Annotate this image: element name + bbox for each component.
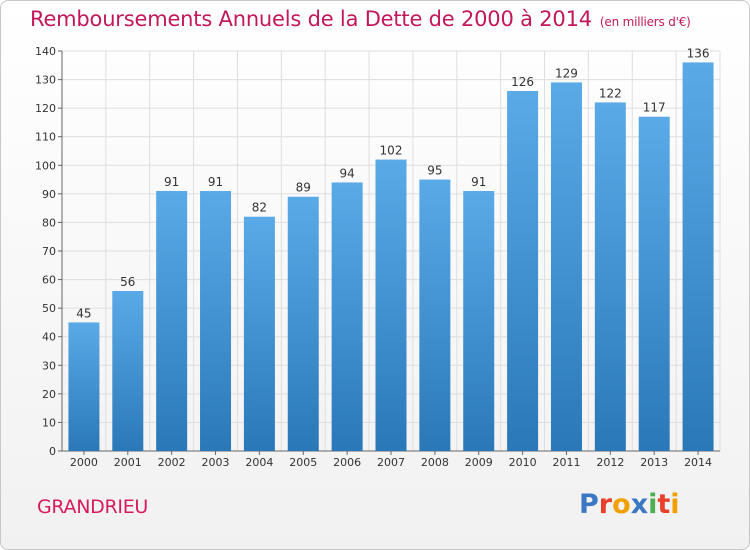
x-tick-label-2005: 2005 <box>289 456 317 469</box>
value-label-2011: 129 <box>555 66 578 80</box>
x-tick-label-2009: 2009 <box>465 456 493 469</box>
logo-letter: i <box>648 489 658 520</box>
bars <box>68 62 714 452</box>
bar-2005 <box>287 196 319 451</box>
chart-title-text: Remboursements Annuels de la Dette de 20… <box>30 7 592 31</box>
x-tick-label-2010: 2010 <box>509 456 537 469</box>
value-label-2007: 102 <box>380 144 403 158</box>
y-tick-label: 20 <box>42 388 56 401</box>
y-tick-label: 120 <box>35 102 56 115</box>
bar-2014 <box>682 62 714 452</box>
x-tick-label-2001: 2001 <box>114 456 142 469</box>
logo-letter: i <box>670 489 680 520</box>
bar-2001 <box>112 291 144 451</box>
bar-2002 <box>156 191 188 451</box>
chart-subtitle: (en milliers d'€) <box>599 15 691 29</box>
logo-letter: t <box>657 489 671 520</box>
logo-letter: o <box>612 489 631 520</box>
y-tick-label: 30 <box>42 359 56 372</box>
y-tick-label: 100 <box>35 159 56 172</box>
x-tick-label-2004: 2004 <box>245 456 273 469</box>
value-label-2009: 91 <box>471 175 486 189</box>
y-tick-label: 80 <box>42 216 56 229</box>
value-label-2005: 89 <box>296 181 311 195</box>
x-tick-label-2000: 2000 <box>70 456 98 469</box>
x-tick-label-2008: 2008 <box>421 456 449 469</box>
x-tick-label-2014: 2014 <box>684 456 712 469</box>
value-label-2002: 91 <box>164 175 179 189</box>
value-label-2004: 82 <box>252 201 267 215</box>
y-tick-label: 110 <box>35 131 56 144</box>
value-label-2006: 94 <box>339 166 354 180</box>
bar-2004 <box>243 216 275 451</box>
bar-2013 <box>638 116 670 451</box>
y-tick-label: 10 <box>42 416 56 429</box>
value-label-2014: 136 <box>687 46 710 60</box>
value-labels: 45 56 91 91 82 89 94 102 95 91 126 129 122 117 136 <box>76 46 709 320</box>
value-label-2010: 126 <box>511 75 534 89</box>
y-tick-label: 40 <box>42 331 56 344</box>
value-label-2001: 56 <box>120 275 135 289</box>
value-label-2012: 122 <box>599 86 622 100</box>
value-label-2013: 117 <box>643 101 666 115</box>
bar-2009 <box>463 191 495 451</box>
bar-2010 <box>507 91 539 451</box>
x-tick-label-2012: 2012 <box>596 456 624 469</box>
x-tick-label-2002: 2002 <box>158 456 186 469</box>
bar-2012 <box>594 102 626 451</box>
y-tick-label: 140 <box>35 45 56 58</box>
value-label-2003: 91 <box>208 175 223 189</box>
bar-2008 <box>419 179 451 452</box>
chart-title: Remboursements Annuels de la Dette de 20… <box>30 7 691 31</box>
x-tick-label-2006: 2006 <box>333 456 361 469</box>
y-tick-label: 70 <box>42 245 56 258</box>
y-tick-label: 50 <box>42 302 56 315</box>
y-tick-label: 60 <box>42 274 56 287</box>
y-tick-label: 130 <box>35 74 56 87</box>
bar-2000 <box>68 322 100 451</box>
logo-letter: r <box>598 489 613 520</box>
y-tick-label: 0 <box>49 445 56 458</box>
x-tick-label-2013: 2013 <box>640 456 668 469</box>
bar-2003 <box>200 191 232 451</box>
y-tick-label: 90 <box>42 188 56 201</box>
place-name: GRANDRIEU <box>37 496 149 518</box>
x-tick-label-2003: 2003 <box>202 456 230 469</box>
bar-2011 <box>550 82 582 451</box>
value-label-2008: 95 <box>427 164 442 178</box>
logo-letter: x <box>630 489 649 520</box>
bar-2007 <box>375 159 407 452</box>
axes: 0 10 20 30 40 50 60 70 80 90 100 110 120 130 140 2000 20… <box>35 45 720 469</box>
x-tick-label-2011: 2011 <box>552 456 580 469</box>
bar-2006 <box>331 182 363 451</box>
value-label-2000: 45 <box>76 306 91 320</box>
x-tick-label-2007: 2007 <box>377 456 405 469</box>
proxiti-logo[interactable]: Proxiti <box>579 489 680 520</box>
logo-letter: P <box>579 489 599 520</box>
